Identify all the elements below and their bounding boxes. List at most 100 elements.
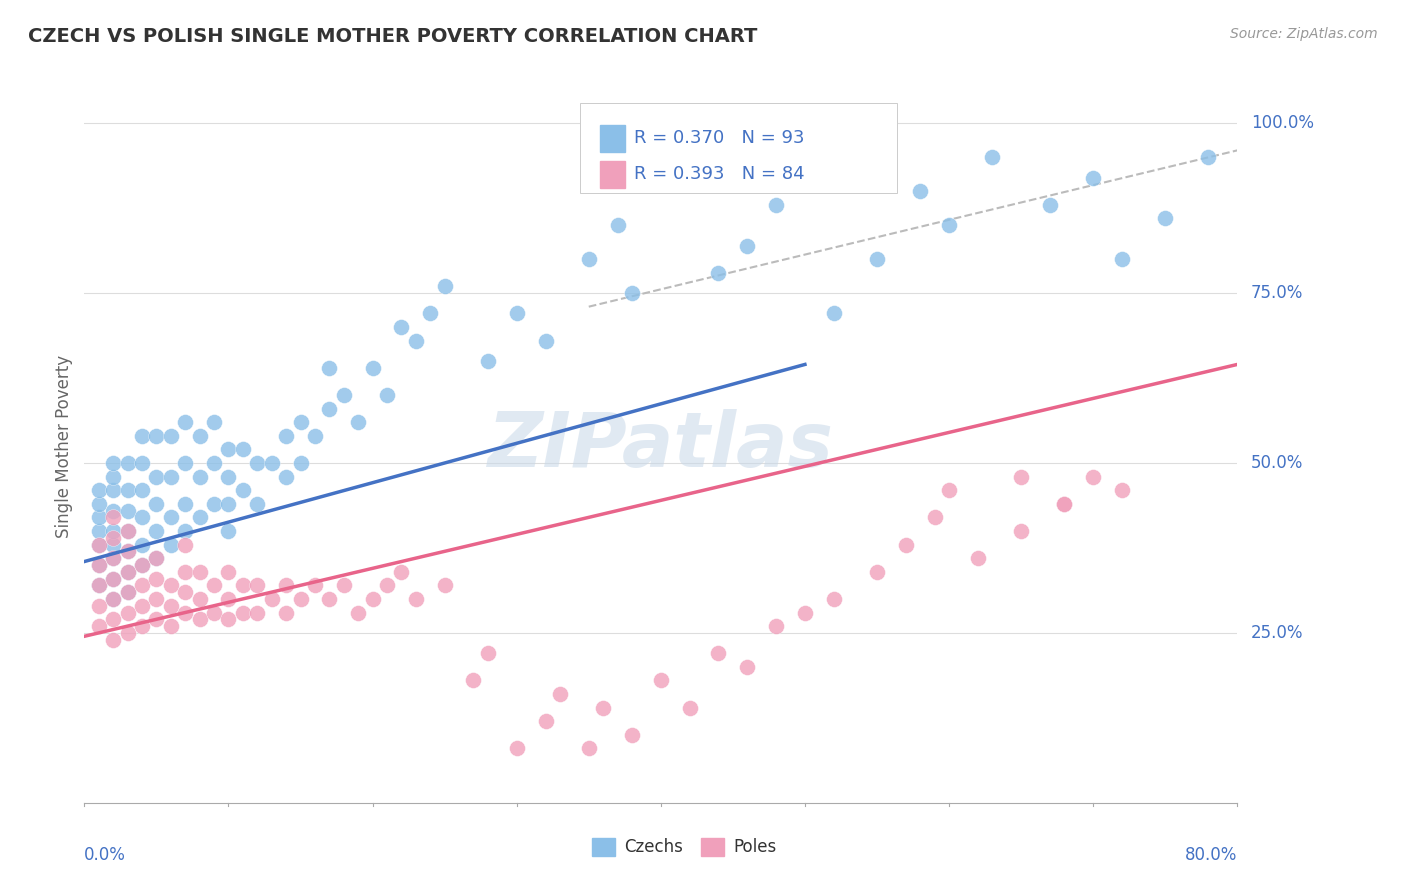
Point <box>304 429 326 443</box>
Point <box>188 429 211 443</box>
Point <box>131 619 153 633</box>
Point <box>117 483 139 498</box>
Point <box>117 503 139 517</box>
Point <box>1039 198 1062 212</box>
Point <box>218 524 240 538</box>
Point <box>1010 469 1032 483</box>
Point <box>103 591 124 606</box>
Point <box>246 606 269 620</box>
Point <box>87 510 110 524</box>
Point <box>103 551 124 566</box>
Point <box>87 619 110 633</box>
Point <box>347 606 370 620</box>
Point <box>924 510 946 524</box>
Point <box>117 524 139 538</box>
Point <box>650 170 672 185</box>
Point <box>333 388 356 402</box>
Point <box>117 544 139 558</box>
Point <box>145 497 167 511</box>
Point <box>202 578 225 592</box>
Point <box>218 612 240 626</box>
Point <box>174 606 197 620</box>
Point <box>1053 497 1076 511</box>
Point <box>174 537 197 551</box>
Point <box>1111 483 1133 498</box>
Point <box>707 646 730 660</box>
Point <box>160 429 183 443</box>
Point <box>304 578 326 592</box>
Point <box>218 565 240 579</box>
Point <box>103 612 124 626</box>
Y-axis label: Single Mother Poverty: Single Mother Poverty <box>55 354 73 538</box>
Point <box>391 320 413 334</box>
Text: R = 0.370   N = 93: R = 0.370 N = 93 <box>634 129 804 147</box>
Point <box>1053 497 1076 511</box>
Point <box>145 429 167 443</box>
Point <box>621 728 644 742</box>
Point <box>174 497 197 511</box>
Point <box>1010 524 1032 538</box>
Text: 100.0%: 100.0% <box>1251 114 1315 132</box>
Point <box>1111 252 1133 266</box>
Point <box>131 558 153 572</box>
Point <box>391 565 413 579</box>
Point <box>188 591 211 606</box>
Point <box>87 558 110 572</box>
Point <box>606 218 628 232</box>
Point <box>290 415 312 429</box>
Point <box>131 558 153 572</box>
Point <box>131 456 153 470</box>
Point <box>174 415 197 429</box>
Point <box>145 469 167 483</box>
Point <box>405 334 427 348</box>
Point <box>117 565 139 579</box>
Point <box>375 388 398 402</box>
Point <box>347 415 370 429</box>
Point <box>679 700 702 714</box>
Text: 75.0%: 75.0% <box>1251 284 1303 302</box>
Point <box>981 150 1004 164</box>
Point <box>188 565 211 579</box>
Point <box>318 401 340 416</box>
Point <box>260 591 283 606</box>
Point <box>174 565 197 579</box>
Point <box>318 591 340 606</box>
Point <box>188 612 211 626</box>
Point <box>737 660 759 674</box>
Bar <box>592 838 614 856</box>
Point <box>506 741 529 756</box>
Point <box>103 524 124 538</box>
Point <box>246 456 269 470</box>
Point <box>967 551 990 566</box>
Point <box>218 497 240 511</box>
Point <box>117 585 139 599</box>
Text: 0.0%: 0.0% <box>84 846 127 863</box>
Point <box>578 741 600 756</box>
Text: 50.0%: 50.0% <box>1251 454 1303 472</box>
Point <box>103 531 124 545</box>
Point <box>103 456 124 470</box>
Point <box>737 238 759 252</box>
Point <box>246 497 269 511</box>
Text: 80.0%: 80.0% <box>1185 846 1237 863</box>
Point <box>160 469 183 483</box>
Point <box>202 497 225 511</box>
Text: R = 0.393   N = 84: R = 0.393 N = 84 <box>634 165 804 183</box>
Point <box>131 537 153 551</box>
Point <box>87 483 110 498</box>
Point <box>1198 150 1220 164</box>
Point <box>87 497 110 511</box>
Point <box>117 456 139 470</box>
Point <box>145 572 167 586</box>
Point <box>621 286 644 301</box>
Point <box>145 551 167 566</box>
Point <box>188 510 211 524</box>
Point <box>174 456 197 470</box>
Point <box>145 551 167 566</box>
Point <box>650 673 672 688</box>
Point <box>707 266 730 280</box>
Point <box>1154 211 1177 226</box>
Point <box>174 524 197 538</box>
Point <box>534 334 557 348</box>
Text: ZIPatlas: ZIPatlas <box>488 409 834 483</box>
